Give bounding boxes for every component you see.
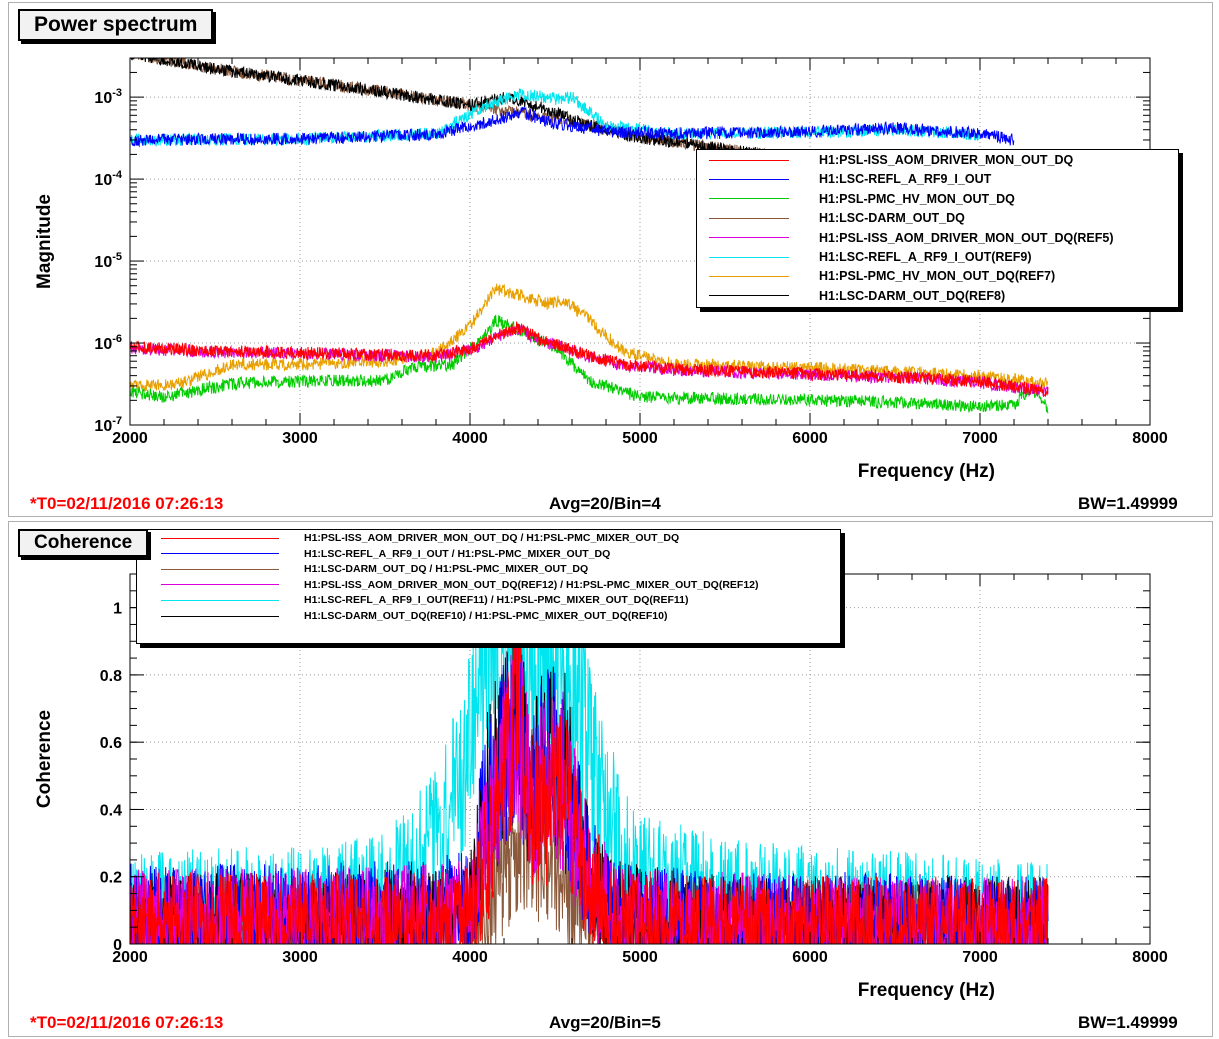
legend-entry: H1:LSC-DARM_OUT_DQ / H1:PSL-PMC_MIXER_OU…: [137, 561, 588, 577]
legend-label: H1:PSL-PMC_HV_MON_OUT_DQ: [819, 191, 1015, 206]
legend-line-swatch: [709, 256, 789, 258]
bandwidth-info: BW=1.49999: [1078, 1013, 1178, 1032]
x-tick-label: 7000: [962, 949, 998, 966]
coherence-legend: H1:PSL-ISS_AOM_DRIVER_MON_OUT_DQ / H1:PS…: [136, 529, 841, 644]
avg-bin-info: Avg=20/Bin=4: [549, 494, 661, 513]
legend-entry: H1:PSL-ISS_AOM_DRIVER_MON_OUT_DQ(REF5): [697, 230, 1114, 246]
t0-timestamp: *T0=02/11/2016 07:26:13: [30, 494, 224, 513]
legend-label: H1:PSL-ISS_AOM_DRIVER_MON_OUT_DQ: [819, 153, 1074, 167]
legend-line-swatch: [709, 178, 789, 180]
y-tick-label: 10-6: [94, 333, 122, 353]
x-axis-title: Frequency (Hz): [858, 461, 995, 482]
series-line: [130, 314, 1049, 414]
legend-entry: H1:LSC-REFL_A_RF9_I_OUT(REF9): [697, 249, 1032, 265]
legend-entry: H1:PSL-PMC_HV_MON_OUT_DQ: [697, 191, 1015, 207]
legend-label: H1:LSC-REFL_A_RF9_I_OUT(REF11) / H1:PSL-…: [304, 594, 689, 607]
legend-entry: H1:PSL-ISS_AOM_DRIVER_MON_OUT_DQ: [697, 152, 1073, 168]
legend-entry: H1:PSL-ISS_AOM_DRIVER_MON_OUT_DQ / H1:PS…: [137, 530, 679, 546]
series-line: [130, 323, 1049, 398]
x-tick-label: 2000: [112, 949, 148, 966]
y-tick-label: 10-4: [94, 169, 122, 189]
legend-label: H1:LSC-REFL_A_RF9_I_OUT / H1:PSL-PMC_MIX…: [304, 547, 611, 560]
y-tick-label: 0: [113, 937, 122, 954]
x-tick-label: 5000: [622, 430, 658, 447]
legend-label: H1:LSC-REFL_A_RF9_I_OUT: [819, 172, 992, 187]
legend-label: H1:PSL-ISS_AOM_DRIVER_MON_OUT_DQ(REF5): [819, 230, 1114, 245]
y-axis-title: Coherence: [34, 710, 55, 808]
legend-label: H1:LSC-DARM_OUT_DQ(REF10) / H1:PSL-PMC_M…: [304, 610, 668, 622]
legend-line-swatch: [161, 584, 279, 586]
legend-entry: H1:PSL-PMC_HV_MON_OUT_DQ(REF7): [697, 268, 1055, 284]
legend-entry: H1:LSC-DARM_OUT_DQ(REF8): [697, 288, 1005, 304]
legend-entry: H1:LSC-DARM_OUT_DQ(REF10) / H1:PSL-PMC_M…: [137, 608, 667, 624]
pad-frame: [8, 521, 1213, 1037]
y-tick-label: 0.6: [100, 735, 122, 752]
bandwidth-info: BW=1.49999: [1078, 494, 1178, 513]
legend-line-swatch: [161, 537, 279, 539]
legend-line-swatch: [709, 295, 789, 297]
legend-entry: H1:LSC-DARM_OUT_DQ: [697, 210, 965, 226]
y-tick-label: 10-5: [94, 251, 122, 271]
legend-line-swatch: [709, 237, 789, 239]
y-tick-label: 0.2: [100, 870, 122, 887]
legend-line-swatch: [709, 217, 789, 219]
legend-entry: H1:PSL-ISS_AOM_DRIVER_MON_OUT_DQ(REF12) …: [137, 577, 759, 593]
legend-entry: H1:LSC-REFL_A_RF9_I_OUT: [697, 171, 991, 187]
x-tick-label: 8000: [1132, 430, 1168, 447]
x-axis-title: Frequency (Hz): [858, 980, 995, 1001]
y-axis-title: Magnitude: [34, 194, 55, 289]
legend-line-swatch: [709, 159, 789, 161]
x-tick-label: 6000: [792, 430, 828, 447]
y-tick-label: 1: [113, 601, 122, 618]
legend-label: H1:LSC-REFL_A_RF9_I_OUT(REF9): [819, 250, 1032, 264]
x-tick-label: 3000: [282, 430, 318, 447]
x-tick-label: 4000: [452, 430, 488, 447]
legend-line-swatch: [161, 553, 279, 555]
series-line: [130, 283, 1049, 393]
legend-line-swatch: [161, 599, 279, 601]
pad-frame: [8, 2, 1213, 517]
legend-line-swatch: [161, 615, 279, 617]
t0-timestamp: *T0=02/11/2016 07:26:13: [30, 1013, 224, 1032]
avg-bin-info: Avg=20/Bin=5: [549, 1013, 661, 1032]
x-tick-label: 4000: [452, 949, 488, 966]
series-line: [130, 106, 1015, 148]
series-line: [130, 321, 1049, 398]
y-tick-label: 10-7: [94, 415, 122, 435]
power-spectrum-pad: 2000 3000 4000 5000 6000 7000 8000 10-7 10-6 10-5…: [0, 0, 1219, 519]
y-tick-label: 0.4: [100, 802, 122, 819]
x-tick-label: 8000: [1132, 949, 1168, 966]
legend-label: H1:PSL-ISS_AOM_DRIVER_MON_OUT_DQ / H1:PS…: [304, 532, 680, 544]
power-spectrum-title: Power spectrum: [18, 9, 214, 41]
y-tick-label: 0.8: [100, 668, 122, 685]
coherence-title: Coherence: [18, 529, 149, 557]
legend-line-swatch: [709, 275, 789, 277]
power-spectrum-legend: H1:PSL-ISS_AOM_DRIVER_MON_OUT_DQ H1:LSC-R…: [696, 149, 1179, 308]
legend-label: H1:LSC-DARM_OUT_DQ(REF8): [819, 288, 1006, 303]
legend-label: H1:LSC-DARM_OUT_DQ / H1:PSL-PMC_MIXER_OU…: [304, 563, 589, 576]
x-tick-label: 2000: [112, 430, 148, 447]
x-tick-label: 5000: [622, 949, 658, 966]
x-tick-label: 6000: [792, 949, 828, 966]
y-tick-label: 10-3: [94, 87, 122, 107]
legend-entry: H1:LSC-REFL_A_RF9_I_OUT / H1:PSL-PMC_MIX…: [137, 546, 610, 562]
series-line: [130, 599, 1049, 944]
legend-line-swatch: [161, 568, 279, 570]
legend-line-swatch: [709, 198, 789, 200]
legend-label: H1:PSL-ISS_AOM_DRIVER_MON_OUT_DQ(REF12) …: [304, 578, 759, 591]
x-tick-label: 3000: [282, 949, 318, 966]
coherence-pad: 2000 3000 4000 5000 6000 7000 8000 0 0.2 0.4 0.6 0.…: [0, 519, 1219, 1039]
legend-label: H1:PSL-PMC_HV_MON_OUT_DQ(REF7): [819, 269, 1056, 284]
x-tick-label: 7000: [962, 430, 998, 447]
legend-entry: H1:LSC-REFL_A_RF9_I_OUT(REF11) / H1:PSL-…: [137, 592, 688, 608]
legend-label: H1:LSC-DARM_OUT_DQ: [819, 211, 965, 226]
